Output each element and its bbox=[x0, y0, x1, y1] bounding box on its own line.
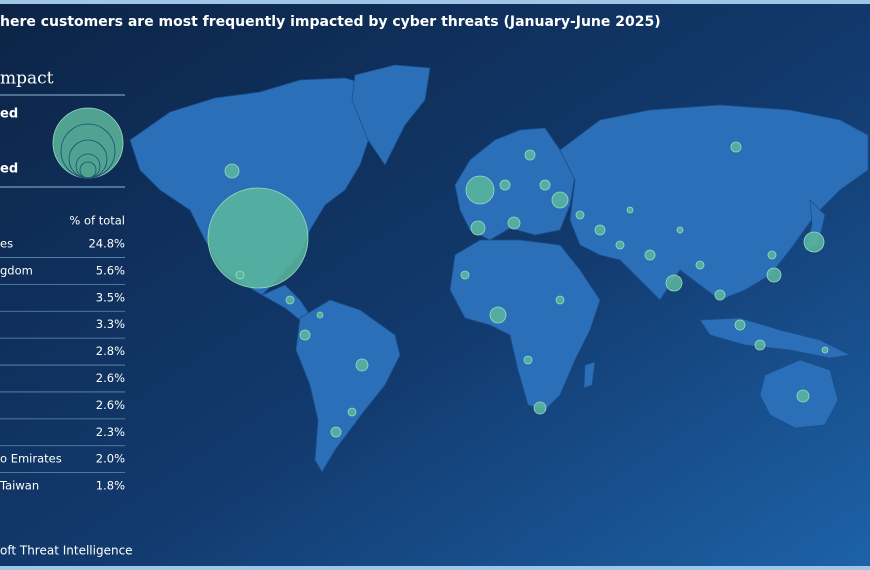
bubble bbox=[507, 216, 521, 230]
row-value: 5.6% bbox=[96, 263, 125, 277]
south-america bbox=[295, 299, 401, 473]
bubble bbox=[224, 163, 240, 179]
row-value: 3.5% bbox=[96, 290, 125, 304]
asia bbox=[559, 104, 869, 301]
bubble bbox=[347, 407, 357, 417]
row-name: Taiwan bbox=[0, 479, 39, 493]
row-value: 2.8% bbox=[96, 344, 125, 358]
footer: oft Threat Intelligence bbox=[0, 544, 133, 558]
bubble bbox=[821, 346, 829, 354]
bottom-border bbox=[0, 566, 870, 570]
table-header: % of total bbox=[69, 214, 125, 228]
row-value: 2.0% bbox=[96, 452, 125, 466]
bubble bbox=[626, 206, 634, 214]
bubble bbox=[299, 329, 311, 341]
bubble bbox=[555, 295, 565, 305]
size-legend bbox=[52, 107, 124, 179]
bubble bbox=[767, 250, 777, 260]
bubble bbox=[533, 401, 547, 415]
impact-bubbles bbox=[207, 141, 829, 438]
bubble bbox=[460, 270, 470, 280]
bubble bbox=[594, 224, 606, 236]
legend-label: ed bbox=[0, 162, 18, 177]
bubble bbox=[470, 220, 486, 236]
bubble bbox=[235, 270, 245, 280]
bubble bbox=[539, 179, 551, 191]
bubble bbox=[695, 260, 705, 270]
row-name: o Emirates bbox=[0, 452, 62, 466]
bubble bbox=[803, 231, 825, 253]
bubble bbox=[316, 311, 324, 319]
bubble bbox=[644, 249, 656, 261]
bubble bbox=[766, 267, 782, 283]
bubble bbox=[207, 187, 309, 289]
title: here customers are most frequently impac… bbox=[0, 14, 661, 30]
world-map bbox=[129, 64, 869, 473]
row-value: 2.3% bbox=[96, 425, 125, 439]
africa bbox=[449, 239, 601, 411]
bubble bbox=[355, 358, 369, 372]
greenland bbox=[351, 64, 431, 166]
row-name: gdom bbox=[0, 263, 33, 277]
legend-circle bbox=[52, 107, 124, 179]
bubble bbox=[285, 295, 295, 305]
bubble bbox=[615, 240, 625, 250]
bubble bbox=[499, 179, 511, 191]
north-america bbox=[129, 77, 396, 296]
row-value: 24.8% bbox=[88, 237, 125, 251]
top-border bbox=[0, 0, 870, 4]
row-value: 2.6% bbox=[96, 398, 125, 412]
bubble bbox=[575, 210, 585, 220]
legend-circle bbox=[79, 161, 97, 179]
bubble bbox=[796, 389, 810, 403]
bubble bbox=[730, 141, 742, 153]
bubble bbox=[465, 175, 495, 205]
bubble bbox=[523, 355, 533, 365]
bubble bbox=[551, 191, 569, 209]
row-name: es bbox=[0, 237, 13, 251]
bubble bbox=[524, 149, 536, 161]
row-value: 1.8% bbox=[96, 479, 125, 493]
legend-title: mpact bbox=[0, 69, 54, 89]
madagascar bbox=[583, 361, 596, 389]
row-value: 2.6% bbox=[96, 371, 125, 385]
bubble bbox=[734, 319, 746, 331]
bubble bbox=[754, 339, 766, 351]
bubble bbox=[665, 274, 683, 292]
bubble bbox=[676, 226, 684, 234]
bubble bbox=[489, 306, 507, 324]
bubble bbox=[330, 426, 342, 438]
legend-label: ed bbox=[0, 107, 18, 122]
table: es 24.8% gdom 5.6% 3.5% 3.3% 2.8% 2.6% 2.6% 2.3% o… bbox=[0, 237, 125, 493]
row-value: 3.3% bbox=[96, 317, 125, 331]
bubble bbox=[714, 289, 726, 301]
